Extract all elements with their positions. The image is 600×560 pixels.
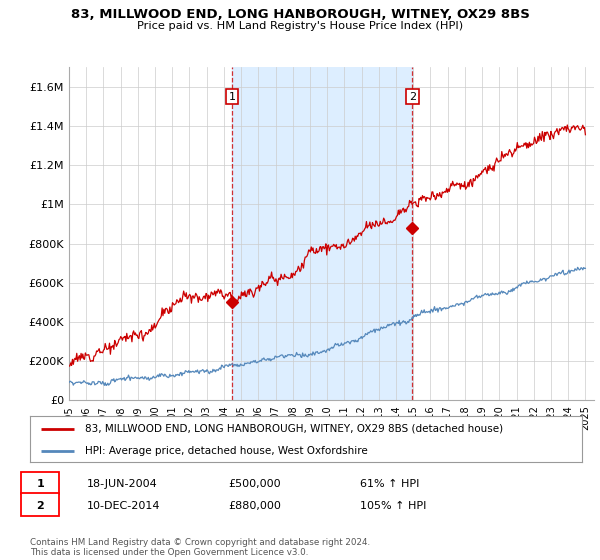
Text: 83, MILLWOOD END, LONG HANBOROUGH, WITNEY, OX29 8BS (detached house): 83, MILLWOOD END, LONG HANBOROUGH, WITNE… — [85, 424, 503, 434]
Text: 10-DEC-2014: 10-DEC-2014 — [87, 501, 161, 511]
Text: 2: 2 — [37, 501, 44, 511]
Text: £500,000: £500,000 — [228, 479, 281, 489]
Text: HPI: Average price, detached house, West Oxfordshire: HPI: Average price, detached house, West… — [85, 446, 368, 455]
Text: 61% ↑ HPI: 61% ↑ HPI — [360, 479, 419, 489]
Text: 1: 1 — [37, 479, 44, 489]
Bar — [232, 67, 412, 400]
Text: 83, MILLWOOD END, LONG HANBOROUGH, WITNEY, OX29 8BS: 83, MILLWOOD END, LONG HANBOROUGH, WITNE… — [71, 8, 529, 21]
Text: Contains HM Land Registry data © Crown copyright and database right 2024.
This d: Contains HM Land Registry data © Crown c… — [30, 538, 370, 557]
Text: 105% ↑ HPI: 105% ↑ HPI — [360, 501, 427, 511]
Text: 18-JUN-2004: 18-JUN-2004 — [87, 479, 158, 489]
Text: 1: 1 — [229, 92, 235, 101]
Text: £880,000: £880,000 — [228, 501, 281, 511]
Text: 2: 2 — [409, 92, 416, 101]
Text: Price paid vs. HM Land Registry's House Price Index (HPI): Price paid vs. HM Land Registry's House … — [137, 21, 463, 31]
